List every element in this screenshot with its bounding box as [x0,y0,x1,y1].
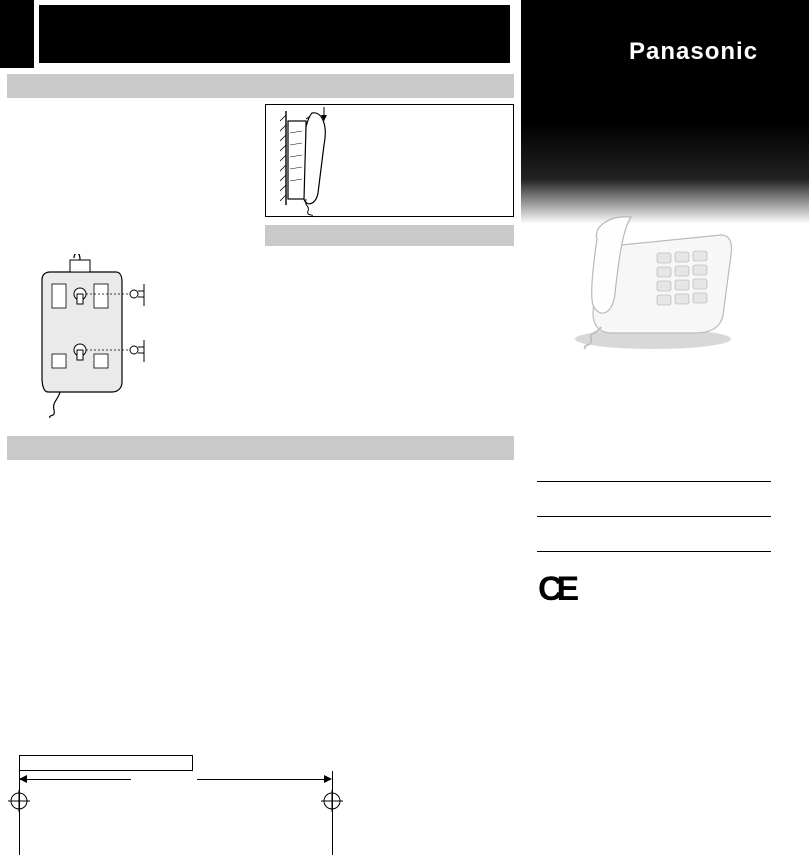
illustration-wall-hang [265,104,514,217]
header-dark-panel [34,0,515,68]
header-dark-tab [0,0,515,68]
crosshair-icon [8,790,30,812]
right-rule-1 [537,481,771,482]
crosshair-icon [321,790,343,812]
screw-target-right [321,790,343,812]
illustration-caption-strip [265,225,514,246]
template-plumb-left [19,771,20,855]
screw-target-left [8,790,30,812]
right-panel: Panasonic [521,0,809,855]
section-bar-2 [7,436,514,460]
wall-hang-svg [266,105,515,218]
back-mount-svg [30,254,160,418]
template-dim-right [197,779,330,780]
right-rule-3 [537,551,771,552]
brand-logo: Panasonic [629,38,758,66]
right-rule-2 [537,516,771,517]
wall-template-label-box [19,755,193,771]
product-photo [553,205,753,355]
header-dark-spine [0,0,34,68]
template-dim-left [19,779,131,780]
page: Panasonic [0,0,809,855]
right-panel-gradient [521,0,809,224]
section-bar-1 [7,74,514,98]
ce-mark: CE [538,570,573,609]
product-photo-svg [553,205,753,355]
template-plumb-right [332,771,333,855]
illustration-back-mount [30,254,160,418]
